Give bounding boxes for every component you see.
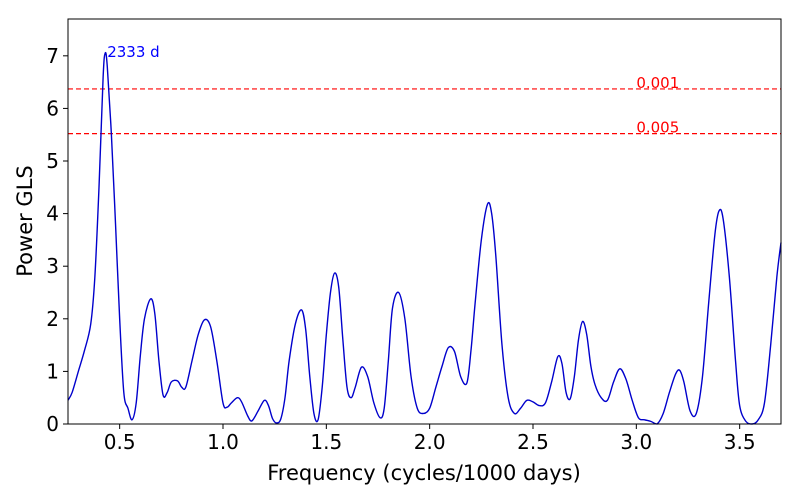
- y-axis-label: Power GLS: [13, 165, 37, 276]
- y-tick-label: 3: [46, 254, 59, 278]
- plot-frame: [67, 18, 782, 425]
- x-tick-label: 3.5: [724, 430, 756, 454]
- annotations: 2333 d: [107, 43, 159, 61]
- threshold-lines: 0.001 0.005: [68, 74, 781, 137]
- x-tick-label: 1.0: [207, 430, 239, 454]
- x-tick-label: 2.5: [517, 430, 549, 454]
- x-axis: 0.5 1.0 1.5 2.0 2.5 3.0 3.5: [104, 424, 756, 454]
- y-tick-label: 7: [46, 44, 59, 68]
- x-tick-label: 1.5: [310, 430, 342, 454]
- x-tick-label: 3.0: [620, 430, 652, 454]
- y-tick-label: 5: [46, 149, 59, 173]
- series-line-gls: [67, 51, 782, 425]
- x-tick-label: 2.0: [414, 430, 446, 454]
- y-axis: 0 1 2 3 4 5 6 7: [46, 44, 68, 436]
- y-tick-label: 4: [46, 202, 59, 226]
- threshold-label: 0.005: [636, 119, 679, 137]
- plot-area-background: [68, 19, 781, 424]
- y-tick-label: 2: [46, 307, 59, 331]
- y-tick-label: 6: [46, 96, 59, 120]
- y-tick-label: 1: [46, 359, 59, 383]
- x-axis-label: Frequency (cycles/1000 days): [267, 461, 581, 485]
- x-tick-label: 0.5: [104, 430, 136, 454]
- y-tick-label: 0: [46, 412, 59, 436]
- threshold-label: 0.001: [636, 74, 679, 92]
- peak-annotation: 2333 d: [107, 43, 159, 61]
